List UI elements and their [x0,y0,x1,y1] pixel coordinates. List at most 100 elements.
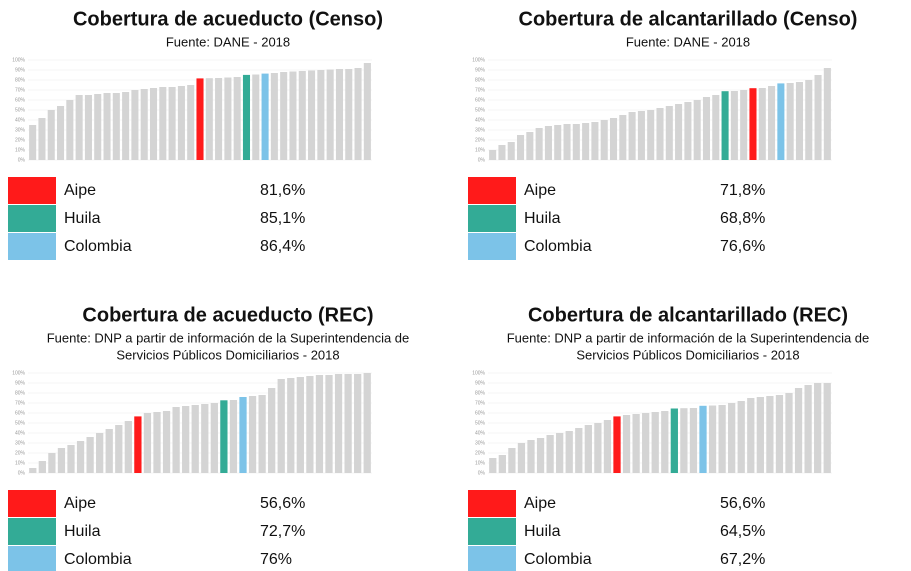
legend-value: 67,2% [720,551,765,568]
y-tick-label: 60% [475,410,486,416]
bar [315,375,324,473]
bar [489,150,497,160]
y-tick-label: 90% [475,380,486,386]
bar [642,413,650,473]
bar [712,95,720,160]
bar [498,455,506,473]
y-tick-label: 80% [475,77,486,83]
bar [572,124,580,160]
legend-swatch [8,177,56,204]
bar [248,396,257,473]
bar [112,93,120,160]
bar [609,118,618,160]
y-tick-label: 60% [15,410,26,416]
y-tick-label: 100% [12,370,25,376]
bar [105,429,113,473]
bar [708,405,717,473]
bar [233,77,241,160]
bar [38,461,46,473]
chart-title: Cobertura de alcantarillado (REC) [528,304,848,326]
bar [115,425,123,473]
bar [637,111,645,160]
legend-value: 64,5% [720,523,765,540]
bar [140,89,148,160]
legend-value: 68,8% [720,210,765,227]
bar [661,411,669,473]
bar [29,468,37,473]
bar [210,403,218,473]
legend-value: 72,7% [260,523,305,540]
bar [526,132,534,160]
y-tick-label: 90% [15,67,26,73]
bar [76,441,85,473]
bar [565,431,573,473]
chart-subtitle: Servicios Públicos Domiciliarios - 2018 [576,347,799,362]
y-tick-label: 80% [15,77,26,83]
bar [242,74,251,160]
legend-swatch [468,177,516,204]
bar [345,69,353,160]
bar [498,145,506,160]
bar [354,68,362,160]
bar [103,93,111,160]
y-tick-label: 70% [475,87,486,93]
bar [680,408,688,473]
bar [758,88,766,160]
legend-swatch [8,546,56,571]
legend-swatch [468,490,516,517]
y-tick-label: 50% [15,420,26,426]
y-tick-label: 10% [15,147,26,153]
y-tick-label: 40% [475,430,486,436]
legend-name: Huila [64,210,101,227]
bar [702,97,711,160]
y-tick-label: 30% [15,440,26,446]
bar [270,73,278,160]
bar [296,377,304,473]
bar [768,86,776,160]
bar [670,408,678,473]
bar [258,395,266,473]
bar [517,443,526,473]
y-tick-label: 50% [15,107,26,113]
y-tick-label: 40% [15,430,26,436]
bar [122,92,130,160]
bar [48,453,56,473]
bar [143,413,152,473]
legend-name: Huila [524,210,561,227]
bar [191,405,199,473]
y-tick-label: 90% [475,67,486,73]
legend-value: 56,6% [720,495,765,512]
bar [239,397,247,473]
legend-name: Colombia [64,238,132,255]
bar [517,135,525,160]
legend-swatch [8,518,56,545]
y-tick-label: 20% [15,137,26,143]
bar [527,440,535,473]
bar [544,126,552,160]
chart-title: Cobertura de alcantarillado (Censo) [519,8,858,30]
bar [795,82,803,160]
bar [619,115,627,160]
bar [805,80,813,160]
y-tick-label: 50% [475,420,486,426]
bar [582,123,590,160]
bar [699,405,707,473]
bar [229,400,238,473]
chart-subtitle: Fuente: DANE - 2018 [166,34,290,49]
y-tick-label: 20% [475,137,486,143]
legend-value: 76,6% [720,238,765,255]
y-tick-label: 30% [15,127,26,133]
y-tick-label: 40% [15,117,26,123]
legend-swatch [468,233,516,260]
bar [317,70,325,160]
legend-name: Huila [524,523,561,540]
bar [740,90,748,160]
y-tick-label: 0% [18,470,26,476]
bar [747,398,755,473]
bar [205,78,213,160]
bar [785,393,793,473]
y-tick-label: 10% [475,460,486,466]
legend-swatch [468,205,516,232]
legend-swatch [468,518,516,545]
bar [794,388,803,473]
